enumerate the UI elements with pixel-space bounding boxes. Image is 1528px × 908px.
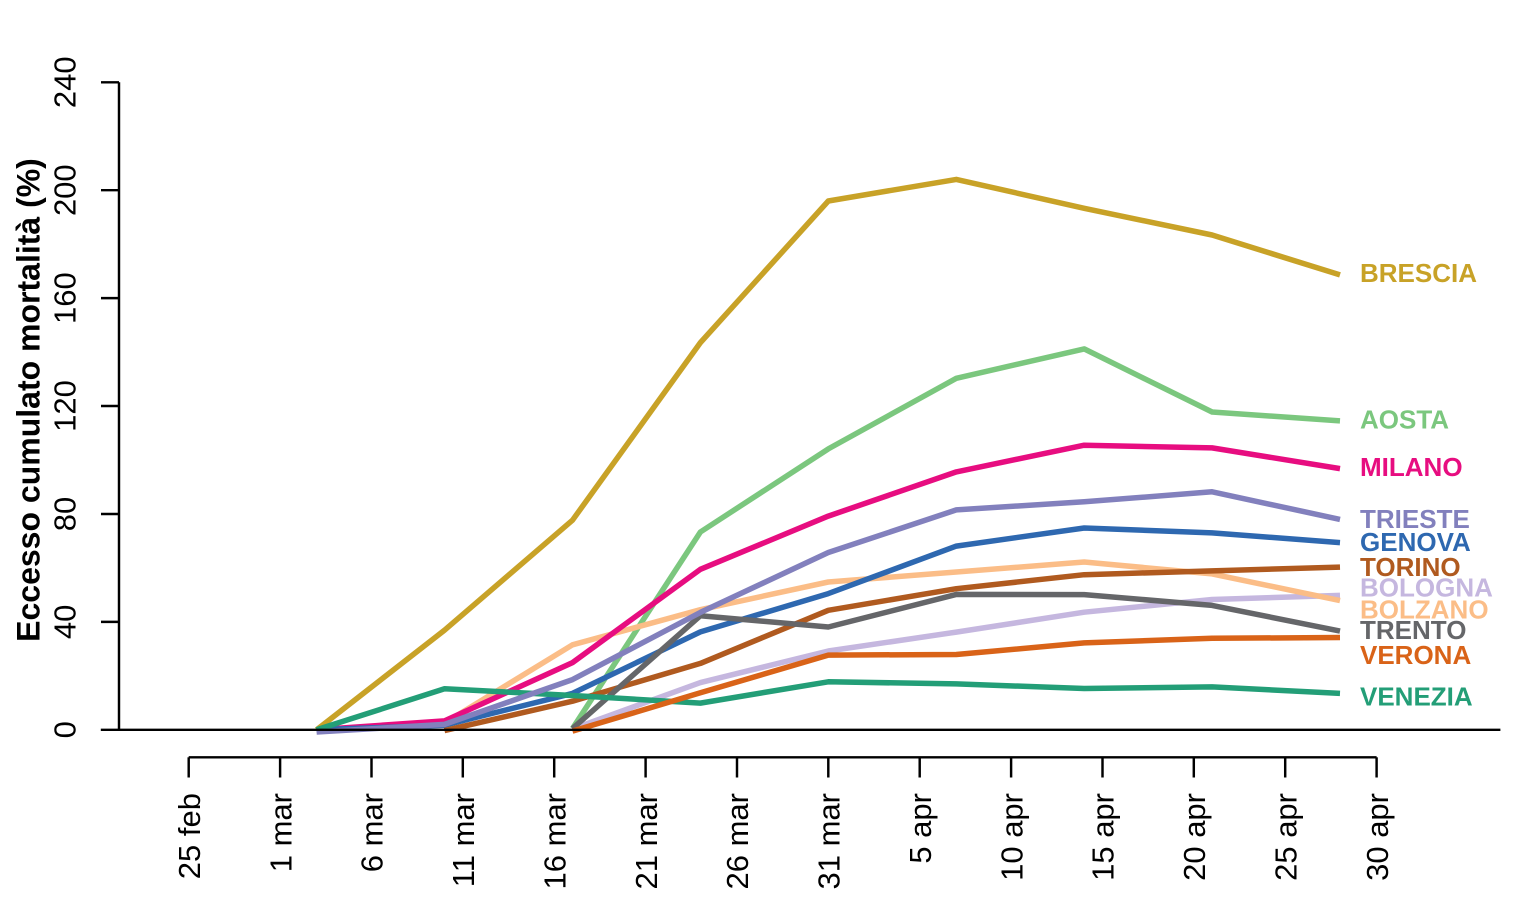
svg-text:TRIESTE: TRIESTE [1360, 504, 1470, 534]
svg-text:6 mar: 6 mar [355, 793, 390, 872]
svg-text:20 apr: 20 apr [1177, 793, 1212, 881]
svg-text:31 mar: 31 mar [812, 793, 847, 889]
svg-text:25 feb: 25 feb [172, 793, 207, 879]
svg-text:10 apr: 10 apr [994, 793, 1029, 881]
svg-text:BOLOGNA: BOLOGNA [1360, 572, 1493, 602]
svg-text:21 mar: 21 mar [629, 793, 664, 889]
svg-text:15 apr: 15 apr [1086, 793, 1121, 881]
svg-text:MILANO: MILANO [1360, 452, 1463, 482]
svg-text:1 mar: 1 mar [263, 793, 298, 872]
svg-text:VENEZIA: VENEZIA [1360, 681, 1473, 711]
svg-text:5 apr: 5 apr [903, 793, 938, 864]
svg-text:200: 200 [48, 164, 83, 216]
svg-text:TORINO: TORINO [1360, 552, 1461, 582]
svg-text:240: 240 [48, 56, 83, 108]
svg-text:VERONA: VERONA [1360, 640, 1471, 670]
svg-text:120: 120 [48, 380, 83, 432]
svg-text:GENOVA: GENOVA [1360, 527, 1471, 557]
svg-text:16 mar: 16 mar [537, 793, 572, 889]
svg-text:Eccesso cumulato mortalità (%): Eccesso cumulato mortalità (%) [11, 158, 47, 642]
svg-text:160: 160 [48, 272, 83, 324]
svg-text:0: 0 [48, 721, 83, 738]
svg-text:26 mar: 26 mar [720, 793, 755, 889]
svg-text:BRESCIA: BRESCIA [1360, 258, 1477, 288]
svg-text:11 mar: 11 mar [446, 793, 481, 887]
svg-text:40: 40 [48, 605, 83, 639]
svg-text:BOLZANO: BOLZANO [1360, 594, 1489, 624]
svg-text:25 apr: 25 apr [1268, 793, 1303, 881]
svg-text:80: 80 [48, 497, 83, 531]
svg-text:TRENTO: TRENTO [1360, 615, 1466, 645]
svg-text:30 apr: 30 apr [1360, 793, 1395, 881]
svg-text:AOSTA: AOSTA [1360, 404, 1449, 434]
